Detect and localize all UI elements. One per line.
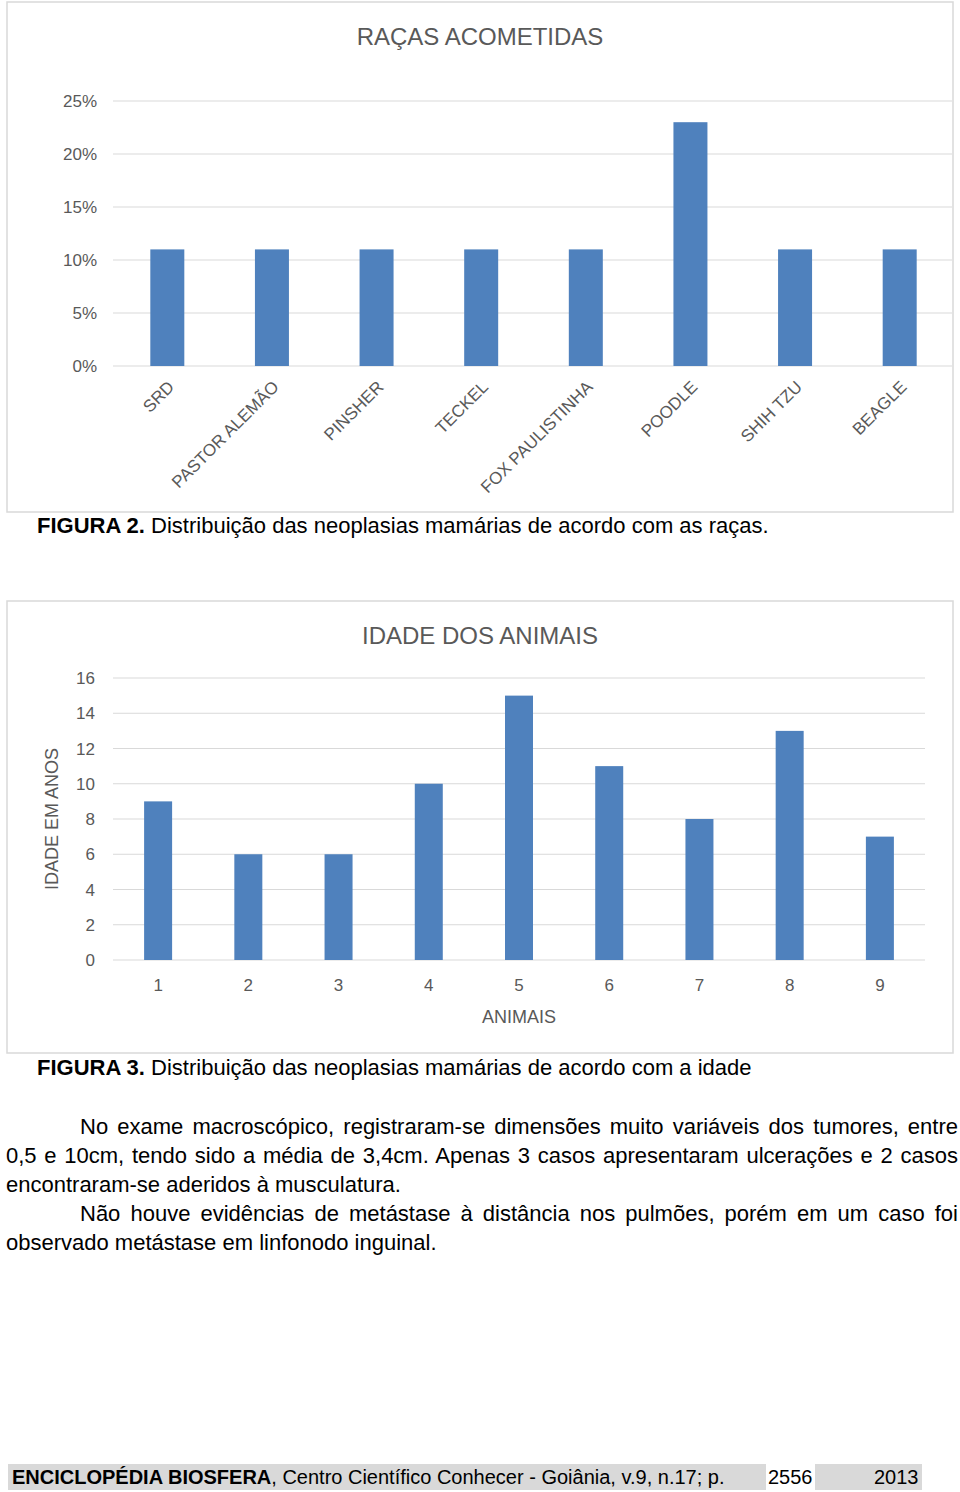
- grid-line: [113, 313, 952, 314]
- bar: [569, 249, 603, 366]
- axis-label: ANIMAIS: [482, 1007, 556, 1027]
- tick-label: 14: [76, 704, 95, 723]
- body-text: No exame macroscópico, registraram-se di…: [6, 1112, 958, 1257]
- footer: ENCICLOPÉDIA BIOSFERA, Centro Científico…: [8, 1464, 922, 1490]
- bar: [360, 249, 394, 366]
- caption: FIGURA 2. Distribuição das neoplasias ma…: [37, 513, 769, 539]
- chart: IDADE DOS ANIMAIS0246810121416123456789A…: [7, 601, 953, 1053]
- caption: FIGURA 3. Distribuição das neoplasias ma…: [37, 1055, 752, 1081]
- category-label: 6: [604, 976, 613, 995]
- category-label: 2: [244, 976, 253, 995]
- category-label: PASTOR ALEMÃO: [168, 377, 283, 492]
- category-label: POODLE: [638, 377, 702, 441]
- bar: [685, 819, 713, 960]
- tick-label: 20%: [63, 145, 97, 164]
- tick-label: 0: [86, 951, 95, 970]
- journal-details: , Centro Científico Conhecer - Goiânia, …: [271, 1464, 724, 1490]
- journal-name: ENCICLOPÉDIA BIOSFERA: [12, 1464, 271, 1490]
- paragraph: No exame macroscópico, registraram-se di…: [6, 1112, 958, 1199]
- bar: [144, 801, 172, 960]
- category-label: SHIH TZU: [737, 377, 806, 446]
- category-label: SRD: [139, 377, 178, 416]
- chart-frame: [7, 2, 953, 512]
- grid-line: [113, 260, 952, 261]
- category-label: 8: [785, 976, 794, 995]
- axis-label: IDADE EM ANOS: [42, 748, 62, 890]
- tick-label: 16: [76, 669, 95, 688]
- tick-label: 8: [86, 810, 95, 829]
- bar: [325, 854, 353, 960]
- tick-label: 10: [76, 775, 95, 794]
- caption-label: FIGURA 3.: [37, 1055, 145, 1080]
- category-label: 3: [334, 976, 343, 995]
- page-number: 2556: [766, 1464, 815, 1490]
- grid-line: [113, 678, 925, 679]
- chart-title: IDADE DOS ANIMAIS: [362, 622, 598, 649]
- tick-label: 6: [86, 845, 95, 864]
- category-label: PINSHER: [321, 377, 388, 444]
- tick-label: 12: [76, 740, 95, 759]
- caption-text: Distribuição das neoplasias mamárias de …: [145, 1055, 752, 1080]
- bar: [150, 249, 184, 366]
- tick-label: 25%: [63, 92, 97, 111]
- grid-line: [113, 207, 952, 208]
- grid-line: [113, 154, 952, 155]
- tick-label: 5%: [72, 304, 97, 323]
- bar: [883, 249, 917, 366]
- tick-label: 0%: [72, 357, 97, 376]
- category-label: 4: [424, 976, 433, 995]
- chart-frame: [7, 601, 953, 1053]
- category-label: 5: [514, 976, 523, 995]
- bar: [673, 122, 707, 366]
- bar: [234, 854, 262, 960]
- bar: [778, 249, 812, 366]
- bars: [150, 122, 916, 366]
- bar: [464, 249, 498, 366]
- paragraph: Não houve evidências de metástase à dist…: [6, 1199, 958, 1257]
- tick-label: 15%: [63, 198, 97, 217]
- category-label: 7: [695, 976, 704, 995]
- bar: [866, 837, 894, 960]
- bar: [595, 766, 623, 960]
- bars: [144, 696, 894, 960]
- charts: RAÇAS ACOMETIDAS 0% 5% 10% 15% 20% 25% SRDPASTO…: [0, 0, 960, 1492]
- chart: RAÇAS ACOMETIDAS 0% 5% 10% 15% 20% 25% SRDPASTO…: [7, 2, 953, 512]
- grid-line: [113, 366, 952, 367]
- chart-title: RAÇAS ACOMETIDAS: [357, 23, 604, 50]
- caption-label: FIGURA 2.: [37, 513, 145, 538]
- bar: [255, 249, 289, 366]
- category-label: TECKEL: [432, 377, 492, 437]
- year: 2013: [874, 1464, 919, 1490]
- tick-label: 10%: [63, 251, 97, 270]
- tick-label: 2: [86, 916, 95, 935]
- category-label: 9: [875, 976, 884, 995]
- caption-text: Distribuição das neoplasias mamárias de …: [145, 513, 769, 538]
- tick-label: 4: [86, 881, 95, 900]
- bar: [415, 784, 443, 960]
- category-label: 1: [153, 976, 162, 995]
- bar: [505, 696, 533, 960]
- category-label: FOX PAULISTINHA: [477, 377, 597, 497]
- category-label: BEAGLE: [849, 377, 911, 439]
- grid-line: [113, 101, 952, 102]
- bar: [776, 731, 804, 960]
